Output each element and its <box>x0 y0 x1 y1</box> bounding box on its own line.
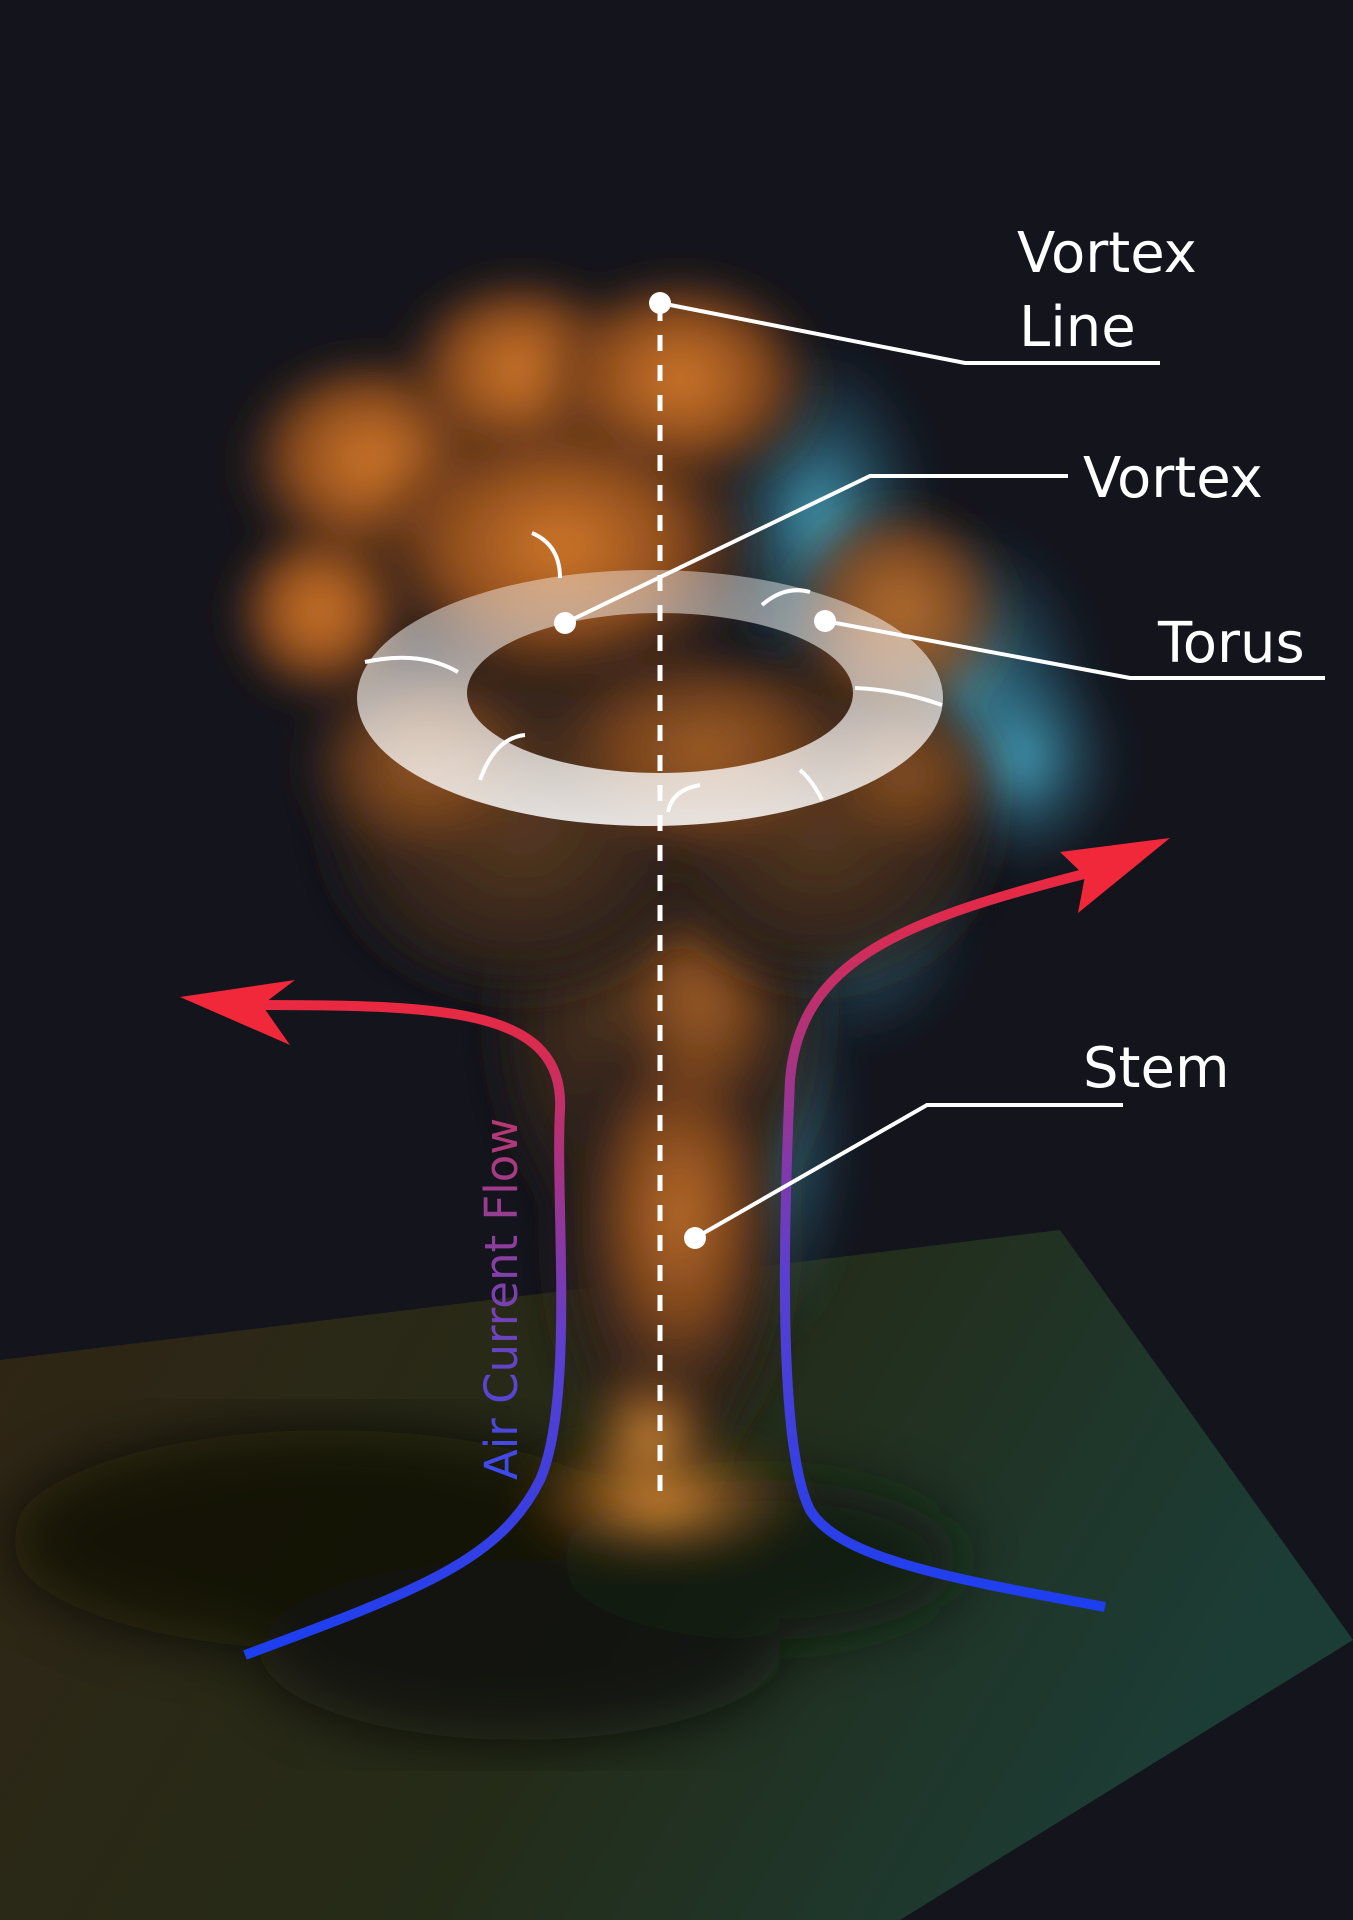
vortex-line-label-line1: Vortex <box>1017 221 1197 286</box>
air-current-left-arrow <box>180 980 567 1660</box>
torus-label: Torus <box>1157 611 1305 676</box>
vortex-label: Vortex <box>1083 446 1263 511</box>
air-current-flow-label: Air Current Flow <box>475 1118 528 1480</box>
torus-ring <box>357 531 943 826</box>
stem-dot <box>684 1227 706 1249</box>
torus-dot <box>814 610 836 632</box>
vortex-line-label-line2: Line <box>1019 295 1136 360</box>
torus-leader <box>824 619 1325 680</box>
stem-leader <box>694 1103 1123 1240</box>
vortex-leader <box>564 474 1068 625</box>
vortex-dot <box>554 612 576 634</box>
stem-label: Stem <box>1083 1036 1230 1101</box>
air-current-right-arrow <box>779 838 1170 1612</box>
vortex-line-leader <box>659 301 1160 365</box>
